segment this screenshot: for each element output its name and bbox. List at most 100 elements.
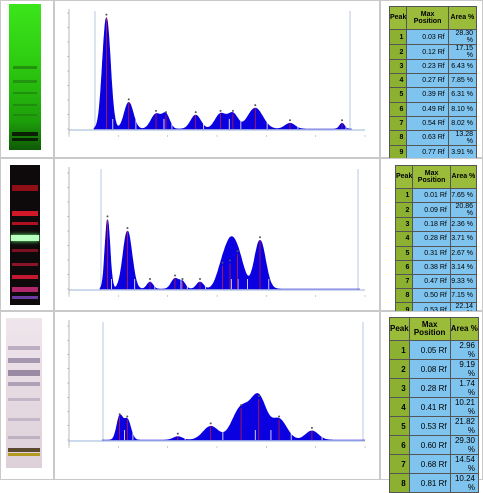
area-percent: 7.65 % xyxy=(449,187,478,204)
peak-number: 9 xyxy=(388,144,408,161)
max-position: 0.08 Rf xyxy=(408,359,451,379)
table-row: 6 0.49 Rf 8.10 % xyxy=(388,101,478,117)
peak-table-2: Peak Max Position Area % 1 0.01 Rf 7.65 % 2 0.0… xyxy=(394,165,478,334)
area-percent: 8.10 % xyxy=(447,101,478,117)
area-percent: 13.28 % xyxy=(447,129,478,146)
table-header-row: Peak Max Position Area % xyxy=(389,317,480,341)
table-row: 5 0.31 Rf 2.67 % xyxy=(394,245,478,261)
peak-marker xyxy=(174,274,176,277)
table-header-cell: Max Position xyxy=(408,317,451,341)
peak-marker xyxy=(106,215,109,218)
table-row: 7 0.68 Rf 14.54 % xyxy=(389,454,480,474)
peak-table-3: Peak Max Position Area % 1 0.05 Rf 2.96 % 2 0.0… xyxy=(389,317,480,493)
peak-number: 8 xyxy=(394,288,414,304)
table-row: 5 0.39 Rf 6.31 % xyxy=(388,87,478,103)
peak-number: 5 xyxy=(388,87,408,103)
tlc-plate-visible xyxy=(6,318,42,468)
max-position: 0.28 Rf xyxy=(412,231,451,247)
table-row: 2 0.12 Rf 17.15 % xyxy=(388,44,478,60)
area-percent: 17.15 % xyxy=(447,44,478,60)
peak-number: 6 xyxy=(389,435,410,455)
peak-marker xyxy=(231,109,234,112)
table-row: 3 0.23 Rf 6.43 % xyxy=(388,58,478,75)
table-row: 7 0.54 Rf 8.02 % xyxy=(388,115,478,131)
peak-marker xyxy=(176,432,179,435)
max-position: 0.60 Rf xyxy=(408,435,451,455)
peak-marker xyxy=(126,227,129,229)
peak-number: 3 xyxy=(388,58,408,75)
area-percent: 2.36 % xyxy=(449,217,478,233)
table-header-cell: Peak xyxy=(388,6,408,30)
density-area xyxy=(101,393,366,441)
table-row: 4 0.27 Rf 7.85 % xyxy=(388,73,478,89)
table-row: 4 0.28 Rf 3.71 % xyxy=(394,231,478,247)
peak-marker xyxy=(240,404,243,407)
table-header-cell: Peak xyxy=(389,317,410,341)
area-percent: 6.43 % xyxy=(447,58,478,75)
chart-cell-2 xyxy=(54,158,380,311)
area-percent: 14.54 % xyxy=(449,454,480,474)
peak-marker xyxy=(149,278,151,281)
peak-marker xyxy=(278,415,281,418)
panel-2: Peak Max Position Area % 1 0.01 Rf 7.65 % 2 0.0… xyxy=(0,158,483,334)
table-row: 8 0.63 Rf 13.28 % xyxy=(388,129,478,146)
max-position: 0.68 Rf xyxy=(408,454,451,474)
table-row: 3 0.18 Rf 2.36 % xyxy=(394,217,478,233)
table-row: 1 0.01 Rf 7.65 % xyxy=(394,187,478,204)
peak-marker xyxy=(221,261,224,264)
table-header-cell: Area % xyxy=(449,317,480,341)
table-header-row: Peak Max Position Area % xyxy=(388,6,478,30)
table-cell-3: Peak Max Position Area % 1 0.05 Rf 2.96 % 2 0.0… xyxy=(380,311,483,493)
peak-number: 4 xyxy=(394,231,414,247)
max-position: 0.50 Rf xyxy=(412,288,451,304)
peak-marker xyxy=(164,111,167,114)
peak-number: 1 xyxy=(388,29,408,45)
peak-number: 8 xyxy=(388,129,408,146)
plate-cell-1 xyxy=(0,0,54,158)
table-cell-1: Peak Max Position Area % 1 0.03 Rf 28.30 % 2 0.… xyxy=(380,0,483,175)
table-row: 6 0.38 Rf 3.14 % xyxy=(394,259,478,275)
table-row: 6 0.60 Rf 29.30 % xyxy=(389,435,480,455)
area-percent: 9.19 % xyxy=(449,359,480,379)
area-percent: 21.82 % xyxy=(449,416,480,436)
area-percent: 3.91 % xyxy=(447,144,478,161)
max-position: 0.05 Rf xyxy=(408,340,451,360)
peak-marker xyxy=(126,415,129,418)
table-row: 5 0.53 Rf 21.82 % xyxy=(389,416,480,436)
peak-number: 4 xyxy=(389,397,410,417)
peak-number: 8 xyxy=(389,473,410,493)
max-position: 0.49 Rf xyxy=(406,101,449,117)
max-position: 0.18 Rf xyxy=(412,217,451,233)
table-row: 2 0.09 Rf 20.86 % xyxy=(394,202,478,219)
area-percent: 7.15 % xyxy=(449,288,478,304)
plate-cell-2 xyxy=(0,158,54,311)
densitogram-chart-1 xyxy=(67,9,366,137)
area-percent: 3.14 % xyxy=(449,259,478,275)
area-percent: 9.33 % xyxy=(449,273,478,290)
peak-number: 6 xyxy=(394,259,414,275)
table-header-cell: Peak xyxy=(394,165,414,189)
peak-number: 7 xyxy=(388,115,408,131)
panel-1: Peak Max Position Area % 1 0.03 Rf 28.30 % 2 0.… xyxy=(0,0,483,175)
max-position: 0.27 Rf xyxy=(406,73,449,89)
peak-marker xyxy=(219,109,222,112)
table-row: 4 0.41 Rf 10.21 % xyxy=(389,397,480,417)
peak-marker xyxy=(127,98,130,101)
table-row: 1 0.03 Rf 28.30 % xyxy=(388,29,478,45)
table-row: 9 0.77 Rf 3.91 % xyxy=(388,144,478,161)
table-row: 8 0.50 Rf 7.15 % xyxy=(394,288,478,304)
max-position: 0.38 Rf xyxy=(412,259,451,275)
peak-marker xyxy=(209,422,212,425)
max-position: 0.47 Rf xyxy=(412,273,451,290)
area-percent: 28.30 % xyxy=(447,29,478,45)
max-position: 0.03 Rf xyxy=(406,29,449,45)
chart-cell-1 xyxy=(54,0,380,158)
max-position: 0.12 Rf xyxy=(406,44,449,60)
max-position: 0.63 Rf xyxy=(406,129,449,146)
area-percent: 1.74 % xyxy=(449,378,480,398)
peak-marker xyxy=(199,278,201,281)
density-area xyxy=(93,17,352,130)
max-position: 0.23 Rf xyxy=(406,58,449,75)
area-percent: 2.96 % xyxy=(449,340,480,360)
plate-cell-3 xyxy=(0,311,54,480)
